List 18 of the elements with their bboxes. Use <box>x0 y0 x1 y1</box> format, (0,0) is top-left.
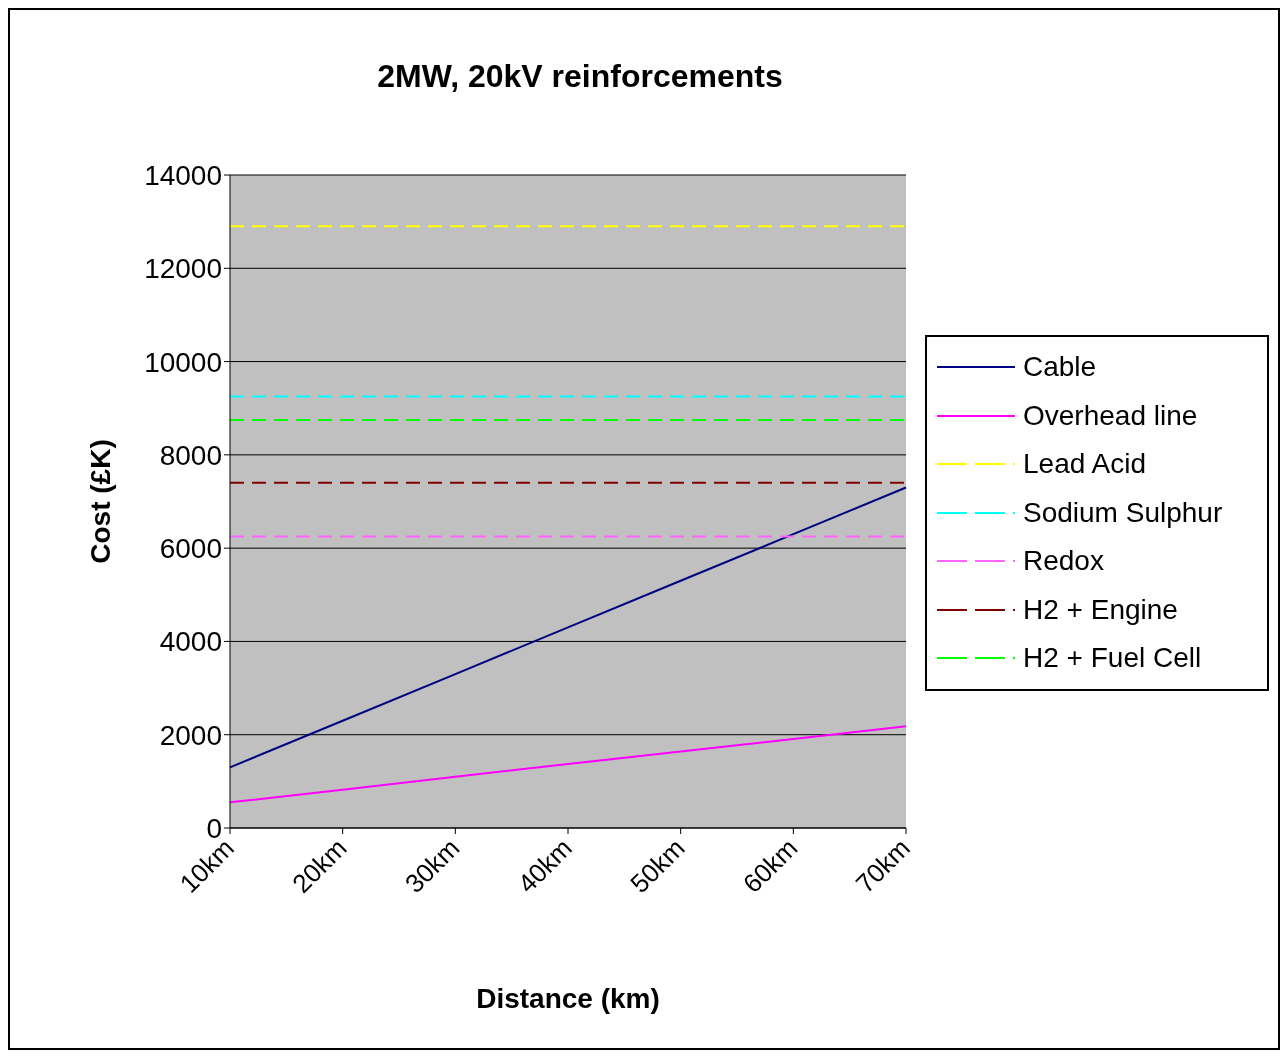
chart-title: 2MW, 20kV reinforcements <box>376 58 784 95</box>
y-tick-label: 12000 <box>144 253 222 285</box>
y-tick-label: 14000 <box>144 159 222 191</box>
y-tick-label: 6000 <box>159 533 222 565</box>
legend-label: Lead Acid <box>1023 448 1146 481</box>
legend-label: Cable <box>1023 351 1097 384</box>
y-tick-label: 2000 <box>159 719 222 751</box>
legend-label: H2 + Engine <box>1023 593 1178 626</box>
legend-label: Sodium Sulphur <box>1023 496 1223 529</box>
y-tick-label: 4000 <box>159 626 222 658</box>
y-tick-label: 0 <box>206 812 222 844</box>
legend-label: Redox <box>1023 545 1104 578</box>
y-tick-label: 8000 <box>159 439 222 471</box>
y-tick-label: 10000 <box>144 346 222 378</box>
legend-label: Overhead line <box>1023 399 1198 432</box>
y-axis-title: Cost (£K) <box>84 439 116 564</box>
legend-label: H2 + Fuel Cell <box>1023 642 1202 675</box>
x-axis-title: Distance (km) <box>476 983 660 1014</box>
